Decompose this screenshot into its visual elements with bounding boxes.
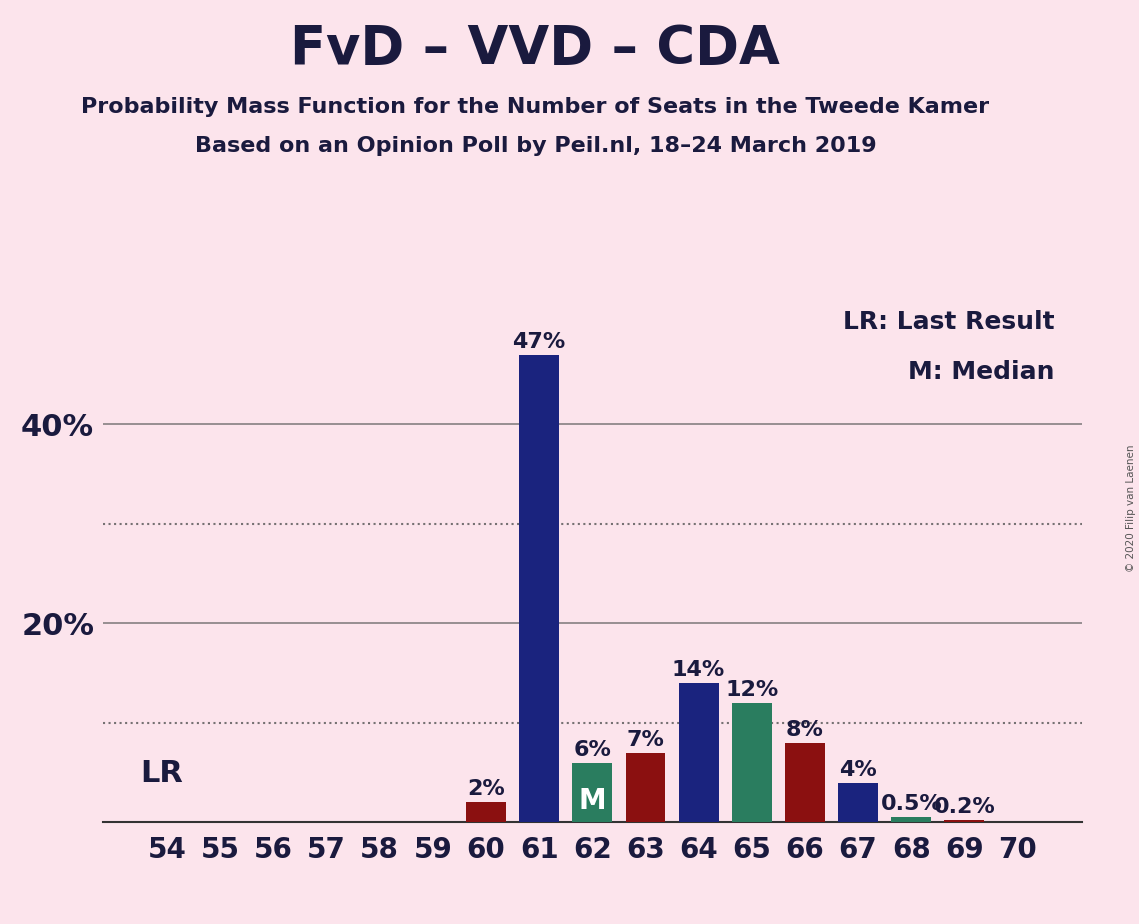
Text: © 2020 Filip van Laenen: © 2020 Filip van Laenen (1126, 444, 1136, 572)
Text: 7%: 7% (626, 730, 664, 749)
Text: 0.5%: 0.5% (880, 795, 942, 814)
Text: 8%: 8% (786, 720, 823, 740)
Text: 47%: 47% (513, 332, 566, 352)
Bar (785, 743, 825, 822)
Text: 4%: 4% (839, 760, 877, 780)
Bar (466, 802, 506, 822)
Text: 0.2%: 0.2% (934, 797, 995, 818)
Bar (679, 683, 719, 822)
Text: Probability Mass Function for the Number of Seats in the Tweede Kamer: Probability Mass Function for the Number… (81, 97, 990, 117)
Text: 2%: 2% (467, 780, 505, 799)
Bar (519, 355, 559, 822)
Text: LR: LR (140, 759, 183, 787)
Text: 12%: 12% (726, 680, 778, 700)
Text: FvD – VVD – CDA: FvD – VVD – CDA (290, 23, 780, 75)
Bar (625, 753, 665, 822)
Bar (838, 783, 878, 822)
Text: M: Median: M: Median (908, 359, 1055, 383)
Text: LR: Last Result: LR: Last Result (843, 310, 1055, 334)
Text: Based on an Opinion Poll by Peil.nl, 18–24 March 2019: Based on an Opinion Poll by Peil.nl, 18–… (195, 136, 876, 156)
Bar (732, 703, 772, 822)
Bar (892, 818, 932, 822)
Text: M: M (579, 787, 606, 815)
Bar (572, 762, 613, 822)
Text: 14%: 14% (672, 660, 726, 680)
Text: 6%: 6% (573, 740, 612, 760)
Bar (944, 821, 984, 822)
